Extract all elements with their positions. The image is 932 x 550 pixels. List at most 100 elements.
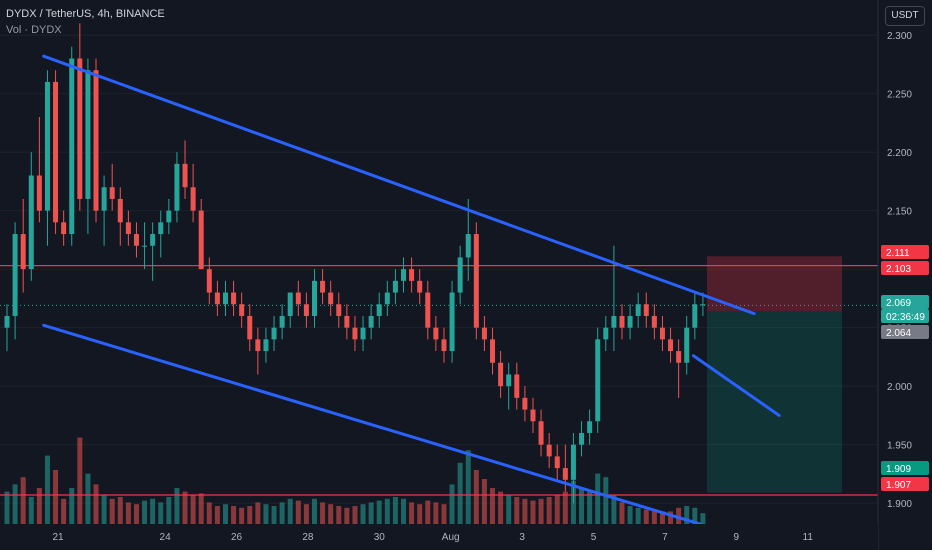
candle-body <box>150 234 156 246</box>
candle-body <box>295 292 301 305</box>
channel-lines[interactable] <box>42 54 794 550</box>
candle-body <box>20 234 26 270</box>
symbol-title[interactable]: DYDX / TetherUS, 4h, BINANCE <box>6 8 165 20</box>
candle-body <box>490 339 496 363</box>
horizontal-levels[interactable] <box>0 265 878 496</box>
volume-bar <box>522 498 528 524</box>
candle-body <box>271 327 277 340</box>
volume-bar <box>514 497 520 524</box>
candle-body <box>263 339 269 352</box>
candle-body <box>255 339 261 352</box>
time-tick-label: 3 <box>519 532 525 543</box>
candle-body <box>498 362 504 387</box>
volume-bar <box>85 473 91 524</box>
chart-header: DYDX / TetherUS, 4h, BINANCE Vol · DYDX <box>6 6 165 38</box>
volume-bar <box>668 511 674 524</box>
volume-bar <box>44 455 50 524</box>
candle-body <box>182 163 188 188</box>
volume-bar <box>344 507 350 524</box>
candle-body <box>231 292 237 305</box>
volume-bar <box>651 509 657 524</box>
volume-bar <box>352 506 358 524</box>
candle-body <box>344 315 350 328</box>
candle-body <box>441 339 447 352</box>
time-axis-bg <box>0 524 878 550</box>
volume-bar <box>554 495 560 524</box>
volume-bar <box>392 497 398 524</box>
volume-bar <box>311 498 317 524</box>
volume-bar <box>562 491 568 524</box>
candle-body <box>562 468 568 480</box>
candle-body <box>676 351 682 363</box>
volume-bar <box>368 502 374 524</box>
volume-bar <box>174 488 180 524</box>
candle-body <box>85 70 91 199</box>
candle-body <box>109 187 115 199</box>
volume-bar <box>417 504 423 524</box>
time-tick-label: 5 <box>591 532 597 543</box>
candle-body <box>579 432 585 445</box>
price-tag-label: 1.907 <box>886 480 911 491</box>
volume-bar <box>692 507 698 524</box>
candle-body <box>538 421 544 445</box>
volume-bar <box>61 498 67 524</box>
price-tag-label: 2.103 <box>886 264 911 275</box>
candle-body <box>433 327 439 340</box>
time-tick-label: 11 <box>803 532 814 543</box>
volume-bar <box>490 488 496 524</box>
time-axis[interactable]: 21 24 26 28 30 Aug 3 5 7 9 11 <box>0 524 878 550</box>
volume-bar <box>247 506 253 524</box>
candle-body <box>239 304 245 316</box>
volume-bar <box>142 500 148 524</box>
price-tag-bg <box>881 325 929 339</box>
volume-bar <box>117 497 123 524</box>
volume-bar <box>206 502 212 524</box>
candle-body <box>595 339 601 422</box>
candle-body <box>287 292 293 316</box>
candle-body <box>684 327 690 363</box>
volume-bar <box>222 504 228 524</box>
candle-body <box>36 175 42 211</box>
price-tag-bg <box>881 309 929 323</box>
candle-body <box>587 421 593 433</box>
candle-body <box>311 280 317 316</box>
candle-body <box>133 234 139 246</box>
candle-body <box>222 292 228 305</box>
volume-bar <box>190 495 196 524</box>
target-zone <box>707 311 842 493</box>
price-tags: 2.111 2.103 2.069 02:36:49 2.064 1.909 1.907 <box>881 245 929 491</box>
candle-body <box>659 327 665 340</box>
candle-body <box>651 315 657 328</box>
volume-bar <box>336 506 342 524</box>
candle-body <box>320 280 326 293</box>
price-tag-bg <box>881 261 929 275</box>
price-tick-label: 2.300 <box>887 31 912 42</box>
volume-bar <box>303 504 309 524</box>
candle-body <box>279 315 285 328</box>
candle-body <box>611 315 617 328</box>
volume-bar <box>635 507 641 524</box>
volume-bar <box>109 498 115 524</box>
candle-body <box>473 234 479 328</box>
volume-bars <box>4 437 706 524</box>
volume-bar <box>360 504 366 524</box>
price-tag-label: 2.064 <box>886 328 911 339</box>
candle-body <box>303 304 309 316</box>
volume-bar <box>166 497 172 524</box>
volume-bar <box>433 502 439 524</box>
currency-button[interactable]: USDT <box>885 6 925 26</box>
candle-body <box>4 315 10 328</box>
time-tick-label: Aug <box>442 532 460 543</box>
volume-bar <box>263 504 269 524</box>
volume-bar <box>12 484 18 524</box>
volume-bar <box>595 473 601 524</box>
volume-bar <box>530 500 536 524</box>
volume-bar <box>457 462 463 524</box>
volume-bar <box>28 497 34 524</box>
volume-bar <box>449 484 455 524</box>
candle-body <box>635 304 641 316</box>
price-tick-label: 1.900 <box>887 499 912 510</box>
short-position-tool[interactable] <box>707 256 842 493</box>
candle-body <box>546 444 552 457</box>
